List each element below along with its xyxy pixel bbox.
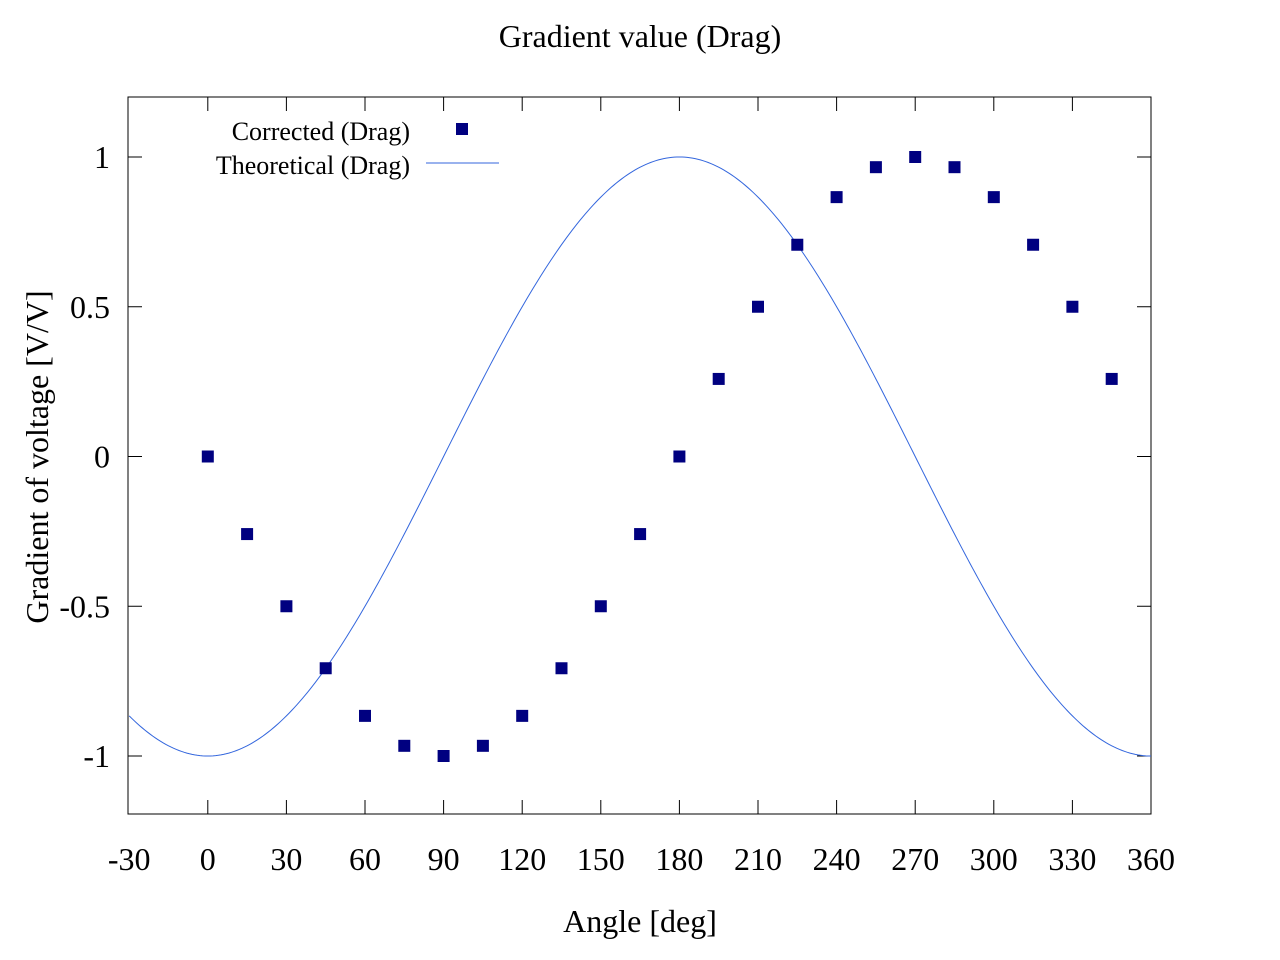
- corrected-point: [673, 450, 686, 463]
- corrected-point: [712, 372, 725, 385]
- corrected-point: [398, 739, 411, 752]
- corrected-point: [280, 600, 293, 613]
- y-tick-label: 0: [94, 439, 110, 475]
- corrected-point: [869, 161, 882, 174]
- corrected-point: [948, 161, 961, 174]
- x-tick-label: 150: [577, 841, 625, 877]
- x-axis-label: Angle [deg]: [563, 903, 717, 939]
- corrected-point: [791, 238, 804, 251]
- x-tick-label: 210: [734, 841, 782, 877]
- y-tick-label: 1: [94, 139, 110, 175]
- x-axis-ticks: -30 0 30 60 90 120 150 180 210 240 270 300 330 360: [108, 97, 1175, 877]
- corrected-point: [594, 600, 607, 613]
- corrected-point: [241, 528, 254, 541]
- corrected-point: [634, 528, 647, 541]
- legend-label-theoretical: Theoretical (Drag): [216, 151, 410, 180]
- corrected-point: [437, 750, 450, 762]
- corrected-point: [201, 450, 214, 463]
- corrected-point: [516, 709, 529, 722]
- y-tick-label: -0.5: [59, 588, 110, 624]
- x-tick-label: 240: [813, 841, 861, 877]
- corrected-point: [1027, 238, 1040, 251]
- theoretical-series: [128, 156, 1152, 757]
- plot-frame: [127, 96, 1152, 815]
- y-tick-label: -1: [83, 738, 110, 774]
- x-tick-label: 180: [655, 841, 703, 877]
- legend-marker-corrected: [456, 123, 468, 135]
- y-axis-ticks: 1 0.5 0 -0.5 -1: [59, 139, 1151, 774]
- y-tick-label: 0.5: [70, 289, 110, 325]
- x-tick-label: 90: [428, 841, 460, 877]
- x-tick-label: 330: [1048, 841, 1096, 877]
- x-tick-label: 30: [270, 841, 302, 877]
- corrected-series: [201, 151, 1118, 762]
- corrected-point: [830, 191, 843, 204]
- legend: Corrected (Drag) Theoretical (Drag): [216, 117, 499, 180]
- theoretical-line: [128, 156, 1152, 757]
- corrected-point: [752, 300, 764, 313]
- x-tick-label: 300: [970, 841, 1018, 877]
- corrected-point: [555, 662, 568, 675]
- corrected-point: [1105, 372, 1118, 385]
- x-tick-label: 270: [891, 841, 939, 877]
- legend-label-corrected: Corrected (Drag): [232, 117, 410, 146]
- y-axis-label: Gradient of voltage [V/V]: [19, 290, 55, 623]
- x-tick-label: 0: [200, 841, 216, 877]
- corrected-point: [476, 739, 489, 752]
- chart-title: Gradient value (Drag): [499, 18, 782, 54]
- x-tick-label: -30: [108, 841, 151, 877]
- corrected-point: [987, 191, 1000, 204]
- corrected-point: [1066, 300, 1079, 313]
- x-tick-label: 120: [498, 841, 546, 877]
- x-tick-label: 360: [1127, 841, 1175, 877]
- x-tick-label: 60: [349, 841, 381, 877]
- corrected-point: [319, 662, 332, 675]
- corrected-point: [359, 709, 371, 722]
- corrected-point: [909, 151, 922, 163]
